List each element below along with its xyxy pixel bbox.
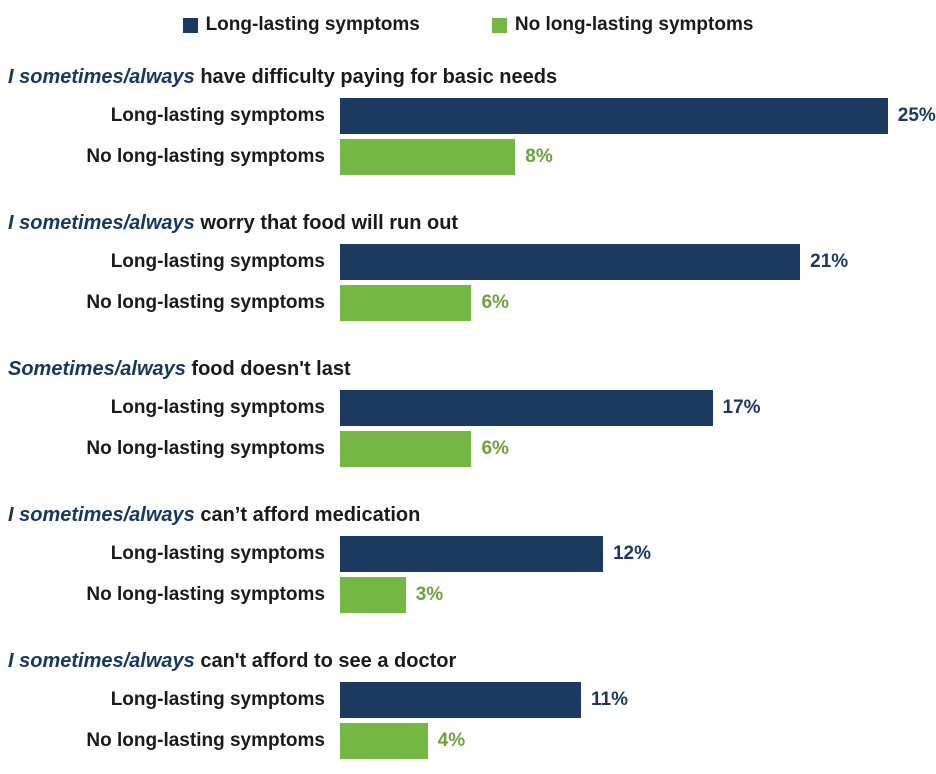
bar-no-long-lasting: [340, 285, 472, 321]
bar-area: 4%: [340, 723, 936, 759]
group-title-emphasis: I sometimes/always: [8, 66, 195, 88]
bar-row-label: Long-lasting symptoms: [110, 251, 325, 272]
group-title-rest: have difficulty paying for basic needs: [194, 66, 558, 88]
bar-row-label: Long-lasting symptoms: [110, 543, 325, 564]
bar-value-label: 12%: [612, 543, 651, 564]
bar-row-long-lasting: Long-lasting symptoms 12%: [0, 536, 936, 572]
chart-body: I sometimes/always have difficulty payin…: [0, 66, 936, 759]
bar-value-label: 21%: [810, 251, 849, 272]
bar-row-label: No long-lasting symptoms: [86, 730, 325, 751]
bar-row-no-long-lasting: No long-lasting symptoms 6%: [0, 431, 936, 467]
bar-long-lasting: [340, 682, 582, 718]
bar-no-long-lasting: [340, 577, 406, 613]
bar-row-long-lasting: Long-lasting symptoms 21%: [0, 244, 936, 280]
group-title: Sometimes/always food doesn't last: [8, 358, 936, 380]
bar-long-lasting: [340, 536, 603, 572]
legend-swatch-no-long-lasting-icon: [491, 17, 507, 33]
bar-row-no-long-lasting: No long-lasting symptoms 8%: [0, 139, 936, 175]
question-group: I sometimes/always can’t afford medicati…: [0, 504, 936, 613]
bar-row-label: No long-lasting symptoms: [86, 292, 325, 313]
group-title: I sometimes/always worry that food will …: [8, 212, 936, 234]
legend-swatch-long-lasting-icon: [182, 17, 198, 33]
bar-row-label: No long-lasting symptoms: [86, 438, 325, 459]
bar-row-label: No long-lasting symptoms: [86, 584, 325, 605]
bar-value-label: 4%: [437, 730, 466, 751]
legend-label-no-long-lasting: No long-lasting symptoms: [514, 14, 754, 35]
bar-value-label: 8%: [525, 146, 553, 167]
bar-row-long-lasting: Long-lasting symptoms 25%: [0, 98, 936, 134]
bar-area: 12%: [340, 536, 936, 572]
bar-value-label: 6%: [481, 292, 509, 313]
group-title-rest: worry that food will run out: [194, 212, 459, 234]
bar-long-lasting: [340, 390, 713, 426]
bar-value-label: 6%: [481, 438, 509, 459]
bar-area: 6%: [340, 431, 936, 467]
bar-no-long-lasting: [340, 431, 472, 467]
bar-area: 3%: [340, 577, 936, 613]
group-title-rest: can't afford to see a doctor: [194, 650, 457, 672]
group-title: I sometimes/always can’t afford medicati…: [8, 504, 936, 526]
bar-long-lasting: [340, 244, 801, 280]
question-group: Sometimes/always food doesn't last Long-…: [0, 358, 936, 467]
bar-row-label: Long-lasting symptoms: [110, 397, 325, 418]
bar-area: 6%: [340, 285, 936, 321]
group-title-emphasis: I sometimes/always: [8, 504, 195, 526]
bar-no-long-lasting: [340, 723, 428, 759]
group-title-emphasis: I sometimes/always: [8, 650, 195, 672]
bar-row-label: Long-lasting symptoms: [110, 105, 325, 126]
legend-item-no-long-lasting: No long-lasting symptoms: [491, 14, 754, 36]
bar-row-no-long-lasting: No long-lasting symptoms 3%: [0, 577, 936, 613]
bar-row-long-lasting: Long-lasting symptoms 17%: [0, 390, 936, 426]
legend-label-long-lasting: Long-lasting symptoms: [205, 14, 420, 35]
bar-long-lasting: [340, 98, 888, 134]
bar-area: 25%: [340, 98, 936, 134]
group-title: I sometimes/always can't afford to see a…: [8, 650, 936, 672]
bar-area: 11%: [340, 682, 936, 718]
group-title-emphasis: Sometimes/always: [8, 358, 186, 380]
bar-area: 8%: [340, 139, 936, 175]
bar-no-long-lasting: [340, 139, 516, 175]
bar-row-no-long-lasting: No long-lasting symptoms 6%: [0, 285, 936, 321]
bar-row-long-lasting: Long-lasting symptoms 11%: [0, 682, 936, 718]
bar-value-label: 25%: [897, 105, 936, 126]
bar-value-label: 17%: [722, 397, 761, 418]
group-title: I sometimes/always have difficulty payin…: [8, 66, 936, 88]
bar-row-label: No long-lasting symptoms: [86, 146, 325, 167]
question-group: I sometimes/always have difficulty payin…: [0, 66, 936, 175]
bar-row-label: Long-lasting symptoms: [110, 689, 325, 710]
legend-item-long-lasting: Long-lasting symptoms: [182, 14, 420, 36]
bar-area: 17%: [340, 390, 936, 426]
legend: Long-lasting symptoms No long-lasting sy…: [0, 0, 936, 36]
bar-row-no-long-lasting: No long-lasting symptoms 4%: [0, 723, 936, 759]
group-title-rest: can’t afford medication: [194, 504, 421, 526]
bar-value-label: 11%: [591, 689, 628, 710]
bar-area: 21%: [340, 244, 936, 280]
bar-value-label: 3%: [415, 584, 444, 605]
group-title-emphasis: I sometimes/always: [8, 212, 195, 234]
question-group: I sometimes/always can't afford to see a…: [0, 650, 936, 759]
group-title-rest: food doesn't last: [185, 358, 351, 380]
question-group: I sometimes/always worry that food will …: [0, 212, 936, 321]
